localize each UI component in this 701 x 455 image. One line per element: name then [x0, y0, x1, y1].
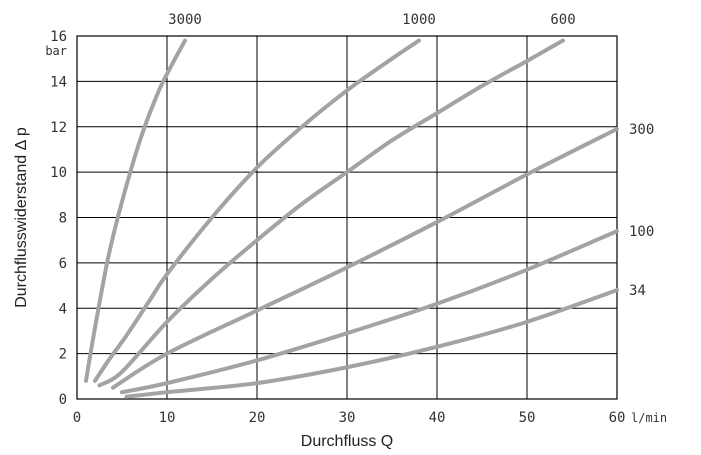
series-line-34: [124, 288, 619, 399]
y-tick-label: 12: [50, 120, 67, 136]
series-label: 1000: [402, 12, 436, 28]
plot-frame: [76, 35, 618, 400]
x-tick-label: 40: [429, 410, 446, 426]
y-unit-label: bar: [45, 44, 67, 58]
series-label: 600: [550, 12, 575, 28]
x-tick-label: 60: [609, 410, 626, 426]
x-axis-title: Durchfluss Q: [301, 433, 393, 450]
x-tick-label: 30: [339, 410, 356, 426]
series-label: 300: [629, 122, 654, 138]
y-tick-label: 4: [59, 301, 67, 317]
x-tick-label: 20: [249, 410, 266, 426]
x-tick-labels: 0 10 20 30 40 50 60: [73, 410, 626, 426]
y-axis-title: Durchflusswiderstand Δ p: [13, 127, 30, 308]
series-line-100: [120, 229, 619, 395]
y-tick-labels: 0 2 4 6 8 10 12 14 16: [50, 29, 67, 408]
series-line-600: [97, 38, 565, 388]
x-tick-label: 50: [519, 410, 536, 426]
series-labels: 3000 1000 600 300 100 34: [168, 12, 654, 299]
y-tick-label: 16: [50, 29, 67, 45]
series-line-1000: [93, 38, 421, 383]
chart-curves: [84, 38, 619, 399]
y-tick-label: 6: [59, 256, 67, 272]
series-line-3000: [84, 38, 187, 383]
y-tick-label: 2: [59, 347, 67, 363]
y-tick-label: 0: [59, 392, 67, 408]
series-line-300: [111, 127, 619, 390]
x-tick-label: 0: [73, 410, 81, 426]
y-tick-label: 14: [50, 74, 67, 90]
y-tick-label: 8: [59, 211, 67, 227]
x-tick-label: 10: [159, 410, 176, 426]
series-label: 3000: [168, 12, 202, 28]
x-unit-label: l/min: [631, 411, 667, 425]
series-label: 34: [629, 283, 646, 299]
series-label: 100: [629, 224, 654, 240]
y-tick-label: 10: [50, 165, 67, 181]
